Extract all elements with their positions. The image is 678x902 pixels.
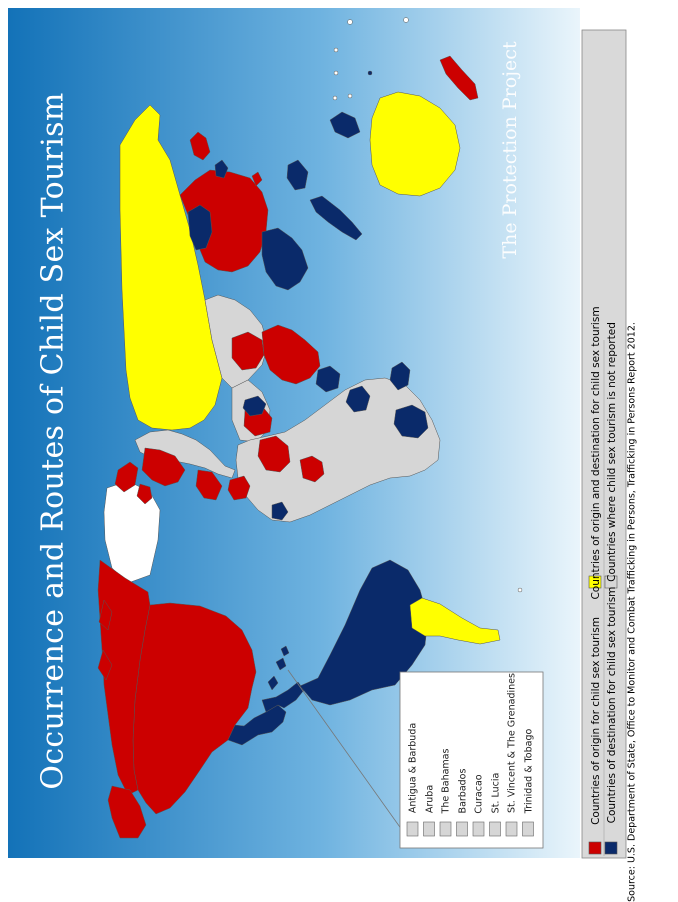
inset-label: Curacao [473,773,485,814]
legend-label-destination: Countries of destination for child sex t… [606,586,618,824]
inset-swatch [406,821,419,837]
philippines-shape [286,159,309,191]
island-shape [333,47,339,53]
inset-label: Aruba [424,784,435,814]
senegal-shape [271,501,289,521]
world-map [8,8,627,859]
inset-label: St. Vincent & The Grenadines [506,673,518,813]
map-page: Occurrence and Routes of Child Sex Touri… [8,8,638,902]
legend-swatch-both [588,575,602,589]
nigeria-shape [299,455,325,483]
madagascar-shape [389,361,411,391]
caribbean-shape [267,645,290,691]
island-shape [517,587,523,593]
island-shape [347,93,353,99]
island-shape [367,70,373,76]
legend-swatch-origin [588,841,602,855]
source-note: Source: U.S. Department of State, Office… [626,322,638,902]
korea-shape [214,159,229,179]
inset-pointer-line [287,669,403,831]
inset-box [399,671,544,849]
morocco-shape [227,475,251,501]
legend-swatch-not-reported [604,575,618,589]
southeast-asia-shape [261,227,309,291]
inset-swatch [505,821,518,837]
inset-label: Barbados [457,768,468,813]
central-america-shape [261,681,305,713]
new-zealand-shape [439,55,479,101]
island-shape [347,19,353,25]
south-africa-shape [393,404,429,439]
iberia-shape [195,469,223,501]
pakistan-shape [231,331,265,371]
uk-shape [136,483,153,505]
inset-swatch [423,821,435,837]
japan-shape [189,131,211,161]
alaska-shape [107,785,147,839]
taiwan-shape [251,171,263,187]
legend-label-both: Countries of origin and destination for … [590,306,602,600]
logo-text: The Protection Project [499,41,521,259]
inset-swatch [439,821,452,837]
inset-swatch [489,821,501,837]
inset-label: Trinidad & Tobago [523,728,534,813]
island-shape [332,95,338,101]
legend-label-origin: Countries of origin for child sex touris… [590,617,602,825]
inset-label: Antigua & Barbuda [407,722,419,814]
papua-new-guinea-shape [329,111,361,139]
tanzania-shape [345,385,371,413]
canada-shape [97,559,151,796]
inset-swatch [456,821,468,837]
mexico-shape [227,704,287,746]
island-shape [403,17,409,23]
chad-shape [257,435,291,473]
argentina-shape [409,597,501,645]
arctic-islands-shape [97,599,113,681]
inset-label: St. Lucia [490,772,501,813]
map-title: Occurrence and Routes of Child Sex Touri… [35,92,71,790]
island-shape [333,70,339,76]
inset-swatch [522,821,534,837]
western-europe-shape [141,447,186,487]
australia-shape [369,91,461,197]
scandinavia-shape [114,461,139,493]
russia-shape [119,104,223,431]
inset-swatch [472,821,485,837]
inset-label: The Bahamas [440,748,452,813]
legend-swatch-destination [604,841,618,855]
india-shape [261,324,321,385]
africa-shape [235,377,441,523]
libya-shape [242,395,267,417]
legend-label-not-reported: Countries where child sex tourism is not… [606,322,618,582]
indonesia-shape [309,195,363,241]
mongolia-shape [187,204,213,251]
kenya-shape [315,365,341,393]
